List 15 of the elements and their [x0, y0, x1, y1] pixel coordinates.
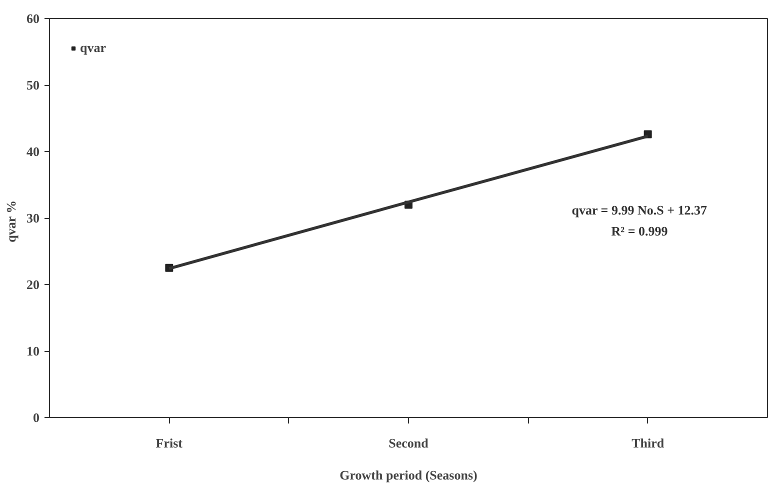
- x-tick-label: Frist: [156, 436, 184, 450]
- y-tick-label: 40: [26, 144, 40, 159]
- legend-label: qvar: [80, 40, 106, 56]
- y-tick-label: 50: [26, 78, 40, 92]
- y-tick-label: 10: [26, 344, 40, 358]
- x-axis-title: Growth period (Seasons): [340, 468, 478, 482]
- annotation: qvar = 9.99 No.S + 12.37: [572, 202, 708, 218]
- x-tick-label: Third: [632, 436, 665, 450]
- y-axis-title: qvar %: [4, 200, 18, 242]
- y-tick-label: 0: [33, 410, 40, 425]
- x-tick-label: Second: [388, 436, 430, 450]
- y-tick-label: 20: [26, 277, 40, 292]
- y-tick-label: 30: [26, 210, 40, 226]
- y-tick-label: 60: [26, 11, 40, 26]
- annotation: R² = 0.999: [611, 224, 668, 238]
